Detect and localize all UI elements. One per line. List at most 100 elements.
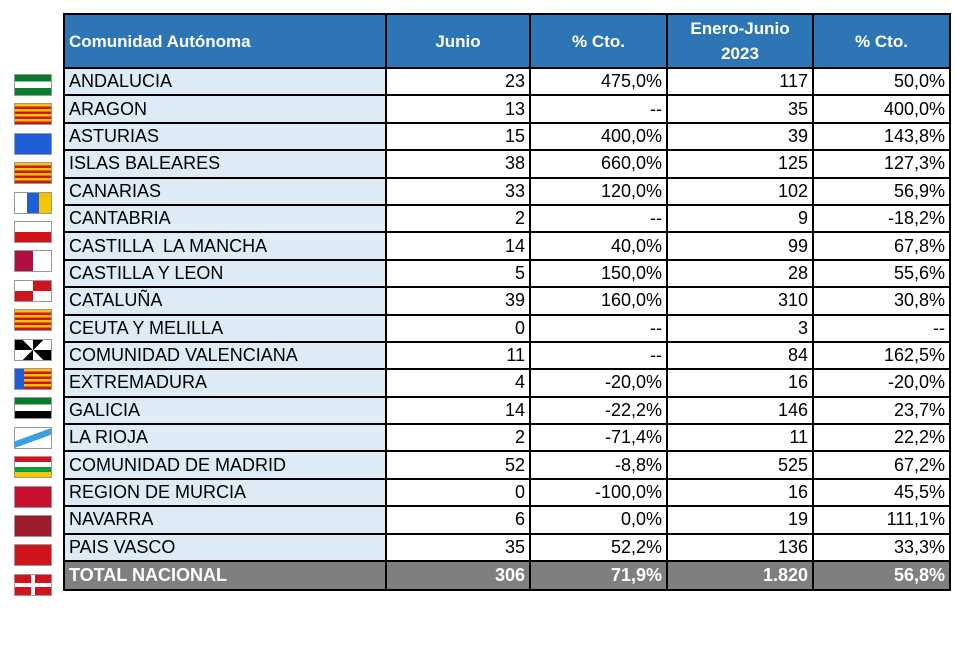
value-cell: 38	[385, 149, 531, 179]
value-cell: -20,0%	[812, 368, 951, 398]
row: CATALUÑA 39 160,0% 310 30,8%	[63, 286, 951, 316]
value-cell: 310	[666, 286, 814, 316]
value-cell: 14	[385, 395, 531, 426]
header-cell: % Cto.	[812, 13, 951, 69]
data-table: Comunidad Autónoma Junio% Cto. Enero-Junio…	[63, 13, 951, 592]
region-cell: COMUNIDAD VALENCIANA	[63, 340, 387, 371]
total-cell: TOTAL NACIONAL	[63, 560, 387, 592]
flag-icon	[14, 397, 52, 420]
value-cell: 160,0%	[529, 286, 668, 316]
region-cell: LA RIOJA	[63, 423, 387, 453]
value-cell: 660,0%	[529, 149, 668, 179]
value-cell: -8,8%	[529, 450, 668, 480]
flag-icon	[14, 250, 52, 273]
value-cell: 33,3%	[812, 532, 951, 563]
value-cell: 117	[666, 66, 814, 97]
value-cell: --	[529, 340, 668, 371]
flag-icon	[14, 221, 52, 243]
row: CASTILLA LA MANCHA 14 40,0% 99 67,8%	[63, 231, 951, 261]
value-cell: 55,6%	[812, 258, 951, 289]
region-cell: COMUNIDAD DE MADRID	[63, 450, 387, 480]
region-cell: ISLAS BALEARES	[63, 149, 387, 179]
value-cell: 15	[385, 121, 531, 152]
value-cell: 400,0%	[812, 94, 951, 124]
value-cell: -18,2%	[812, 203, 951, 234]
flag-icon	[14, 368, 52, 390]
header-cell: Junio	[385, 13, 531, 69]
value-cell: 35	[666, 94, 814, 124]
value-cell: 125	[666, 149, 814, 179]
flag-icon	[14, 338, 52, 361]
value-cell: 14	[385, 231, 531, 261]
value-cell: -20,0%	[529, 368, 668, 398]
value-cell: 13	[385, 94, 531, 124]
value-cell: 120,0%	[529, 176, 668, 206]
header-cell: Comunidad Autónoma	[63, 13, 387, 69]
total-row: TOTAL NACIONAL 306 71,9% 1.820 56,8%	[63, 560, 951, 592]
total-cell: 306	[385, 560, 531, 592]
value-cell: 162,5%	[812, 340, 951, 371]
row: COMUNIDAD VALENCIANA 11 -- 84 162,5%	[63, 340, 951, 371]
value-cell: --	[529, 313, 668, 343]
value-cell: 19	[666, 505, 814, 535]
region-cell: CATALUÑA	[63, 286, 387, 316]
value-cell: 52,2%	[529, 532, 668, 563]
value-cell: 40,0%	[529, 231, 668, 261]
value-cell: 136	[666, 532, 814, 563]
flag-icon	[14, 485, 52, 508]
value-cell: 23	[385, 66, 531, 97]
value-cell: --	[812, 313, 951, 343]
value-cell: 16	[666, 477, 814, 508]
row: GALICIA 14 -22,2% 146 23,7%	[63, 395, 951, 426]
flag-icon	[14, 191, 52, 214]
region-cell: CASTILLA LA MANCHA	[63, 231, 387, 261]
row: COMUNIDAD DE MADRID 52 -8,8% 525 67,2%	[63, 450, 951, 480]
value-cell: 67,2%	[812, 450, 951, 480]
flag-icon	[14, 162, 52, 185]
value-cell: 0	[385, 313, 531, 343]
value-cell: 50,0%	[812, 66, 951, 97]
value-cell: 33	[385, 176, 531, 206]
value-cell: 30,8%	[812, 286, 951, 316]
value-cell: 150,0%	[529, 258, 668, 289]
region-cell: PAIS VASCO	[63, 532, 387, 563]
value-cell: -71,4%	[529, 423, 668, 453]
value-cell: 22,2%	[812, 423, 951, 453]
row: ARAGON 13 -- 35 400,0%	[63, 94, 951, 124]
flag-icon	[14, 544, 52, 567]
region-cell: GALICIA	[63, 395, 387, 426]
value-cell: 9	[666, 203, 814, 234]
row: ISLAS BALEARES 38 660,0% 125 127,3%	[63, 149, 951, 179]
row: CASTILLA Y LEON 5 150,0% 28 55,6%	[63, 258, 951, 289]
flag-icon	[14, 132, 52, 155]
row: CEUTA Y MELILLA 0 -- 3 --	[63, 313, 951, 343]
header-cell: % Cto.	[529, 13, 668, 69]
region-cell: CEUTA Y MELILLA	[63, 313, 387, 343]
region-cell: ANDALUCIA	[63, 66, 387, 97]
value-cell: 84	[666, 340, 814, 371]
flag-icon	[14, 103, 52, 126]
value-cell: 2	[385, 203, 531, 234]
value-cell: 3	[666, 313, 814, 343]
value-cell: 143,8%	[812, 121, 951, 152]
region-cell: CASTILLA Y LEON	[63, 258, 387, 289]
region-cell: ARAGON	[63, 94, 387, 124]
region-cell: EXTREMADURA	[63, 368, 387, 398]
header-row: Comunidad Autónoma Junio% Cto. Enero-Junio…	[63, 13, 951, 69]
value-cell: 35	[385, 532, 531, 563]
total-cell: 71,9%	[529, 560, 668, 592]
row: ANDALUCIA 23 475,0% 117 50,0%	[63, 66, 951, 97]
value-cell: 56,9%	[812, 176, 951, 206]
value-cell: 525	[666, 450, 814, 480]
total-cell: 56,8%	[812, 560, 951, 592]
value-cell: 16	[666, 368, 814, 398]
value-cell: 45,5%	[812, 477, 951, 508]
value-cell: 11	[666, 423, 814, 453]
value-cell: --	[529, 203, 668, 234]
value-cell: 4	[385, 368, 531, 398]
value-cell: 67,8%	[812, 231, 951, 261]
value-cell: 99	[666, 231, 814, 261]
flag-icon	[14, 426, 52, 449]
row: REGION DE MURCIA 0 -100,0% 16 45,5%	[63, 477, 951, 508]
